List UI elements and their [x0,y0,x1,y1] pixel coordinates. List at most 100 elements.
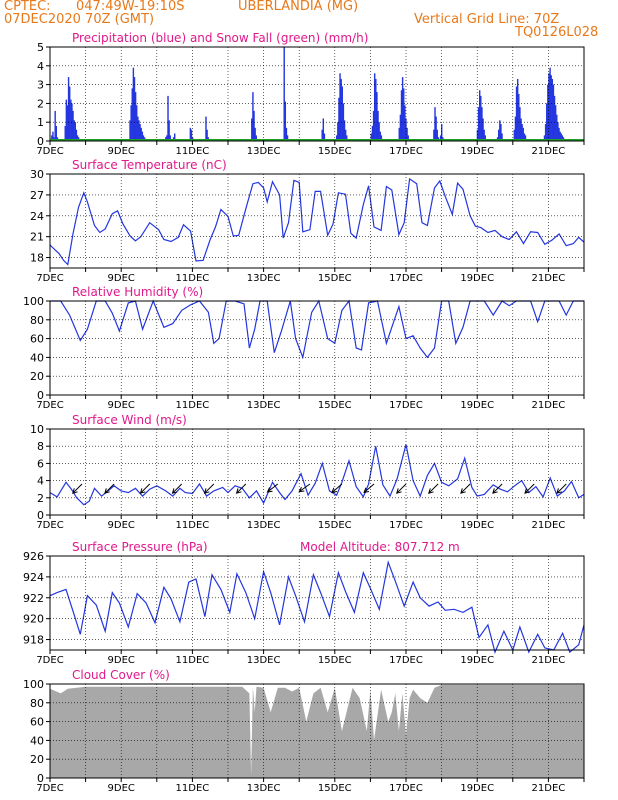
precip-bar [252,92,254,141]
wind-xtick-label: 13DEC [247,520,281,531]
precip-bar [51,135,53,141]
wind-arrow-head [331,487,337,494]
precip-bar [497,129,500,141]
header-code: TQ0126L028 [515,25,599,40]
precip-bar [206,129,208,141]
precip-bar [557,122,559,141]
wind-xtick-label: 9DEC [108,520,135,531]
wind-arrow [556,483,567,494]
precip-bar [550,75,552,141]
precip-xtick-label: 7DEC [36,146,63,157]
precip-bar [399,114,402,141]
cloud-xtick-label: 7DEC [36,783,63,794]
temp-ytick-label: 30 [30,168,44,181]
precip-bar [167,95,169,141]
wind-line [49,444,585,506]
wind-title: Surface Wind (m/s) [72,413,187,427]
wind-xtick-label: 19DEC [460,520,494,531]
cloud-frame [49,683,585,779]
cloud-ytick-label: 40 [30,734,44,747]
temp-xtick-label: 13DEC [247,273,281,284]
precip-bar [543,135,546,141]
precip-bar [482,118,484,141]
pressure-ytick-label: 918 [23,634,44,647]
pressure-title: Surface Pressure (hPa) [72,540,208,554]
wind-arrow-head [363,487,370,494]
precip-xtick-label: 21DEC [532,146,566,157]
precip-bar [519,107,521,141]
header-grid-note: Vertical Grid Line: 70Z [414,12,560,27]
precip-bar [380,135,383,141]
cloud-ytick-label: 80 [30,697,44,710]
precip-bar [520,118,522,141]
precip-bar [251,118,253,141]
precip-ytick-label: 3 [37,79,44,92]
temp-title: Surface Temperature (nC) [72,158,227,172]
pressure-xtick-label: 11DEC [176,655,210,666]
wind-xtick-label: 15DEC [318,520,352,531]
precip-bar [341,86,343,141]
temp-xtick-label: 7DEC [36,273,63,284]
precip-bar [559,131,561,141]
precip-bar [439,135,442,141]
precip-ytick-label: 4 [37,60,44,73]
wind-arrow-head [72,488,78,494]
precip-xtick-label: 15DEC [318,146,352,157]
precip-bar [131,88,133,141]
cloud-ytick-label: 0 [37,772,44,785]
precip-xtick-label: 19DEC [460,146,494,157]
precip-bar [561,135,564,141]
pressure-xtick-label: 17DEC [389,655,423,666]
precip-bar [403,88,405,141]
cloud-ytick-label: 100 [23,678,44,691]
precip-bar [174,133,176,141]
header-location: UBERLANDIA (MG) [238,0,359,14]
wind-arrow [524,483,535,494]
precip-bar [551,78,554,141]
precip-bar [76,135,79,141]
precip-xtick-label: 17DEC [389,146,423,157]
precip-bar [205,116,207,141]
precip-bar [501,133,503,141]
precip-bar [168,120,170,141]
precip-bar [343,120,346,141]
temp-xtick-label: 17DEC [389,273,423,284]
precip-bar [376,92,378,141]
wind-arrow-head [492,488,498,494]
temp-xtick-label: 15DEC [318,273,352,284]
precip-title: Precipitation (blue) and Snow Fall (gree… [72,31,368,45]
precip-bar [284,101,287,141]
wind-ytick-label: 6 [37,457,44,470]
precip-frame [49,46,585,142]
pressure-frame [49,555,585,651]
precip-ytick-label: 1 [37,116,44,129]
wind-arrow [140,483,151,494]
precip-bar [139,124,141,141]
precip-bar [74,122,76,141]
pressure-ytick-label: 922 [23,592,44,605]
precip-bar [66,105,69,141]
precip-bar [286,135,289,141]
precip-bar [441,124,443,141]
precip-bar [136,105,138,141]
humidity-frame [49,300,585,396]
temp-xtick-label: 21DEC [532,273,566,284]
humidity-xtick-label: 15DEC [318,400,352,411]
precip-bar [401,77,404,141]
precip-bar [522,127,524,141]
pressure-xtick-label: 9DEC [108,655,135,666]
wind-xtick-label: 21DEC [532,520,566,531]
humidity-title: Relative Humidity (%) [72,285,203,299]
precip-bar [478,90,481,141]
wind-arrow-head [298,486,305,493]
wind-arrow [331,483,343,493]
precip-bar [189,127,192,141]
wind-arrow [363,483,375,493]
pressure-ytick-label: 924 [23,571,44,584]
precip-bar [398,127,400,141]
cloud-ytick-label: 20 [30,753,44,766]
humidity-xtick-label: 11DEC [176,400,210,411]
precip-bar [335,135,338,141]
precip-bar [73,120,75,141]
